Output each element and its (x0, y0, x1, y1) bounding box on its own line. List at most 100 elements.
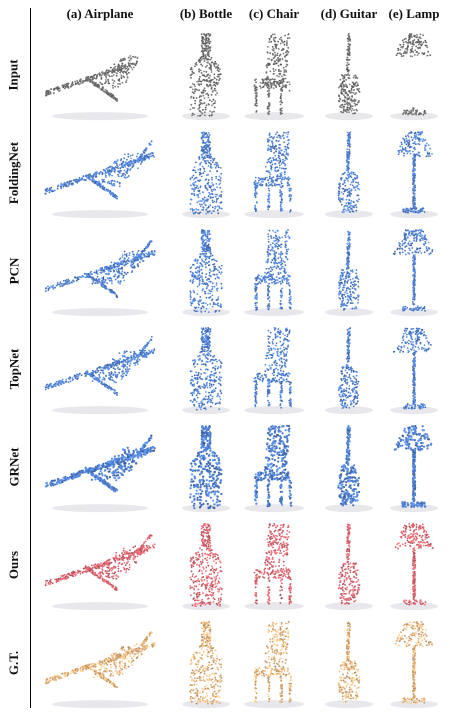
point (207, 165, 210, 167)
point (273, 84, 276, 86)
point (274, 237, 277, 240)
point (197, 108, 200, 110)
point (347, 253, 350, 256)
point (350, 281, 353, 284)
point (189, 203, 192, 205)
point (280, 198, 283, 201)
point (347, 264, 349, 267)
point (341, 198, 344, 201)
point (279, 111, 282, 114)
point (280, 306, 282, 308)
point (134, 159, 137, 162)
point (280, 36, 282, 39)
point (149, 153, 152, 156)
point (64, 87, 66, 90)
point (270, 82, 272, 85)
point (199, 75, 201, 78)
point (118, 182, 121, 185)
point (117, 265, 120, 268)
point (121, 256, 124, 258)
point (220, 305, 223, 308)
point (412, 164, 415, 167)
point (67, 183, 70, 185)
point (193, 192, 196, 195)
point (354, 173, 356, 176)
point (206, 92, 209, 95)
point (411, 139, 414, 141)
point (287, 248, 290, 251)
point (403, 109, 406, 112)
point (115, 265, 117, 268)
point (417, 43, 420, 46)
point (412, 172, 414, 175)
point (348, 275, 351, 278)
point (408, 240, 411, 243)
point (279, 73, 281, 76)
point (85, 77, 87, 79)
point (89, 276, 92, 279)
point (102, 185, 104, 188)
point (88, 274, 91, 277)
point (123, 157, 125, 160)
point (283, 40, 286, 43)
point (281, 265, 284, 268)
point (209, 159, 212, 162)
point (203, 168, 206, 170)
point (403, 38, 406, 41)
point (348, 90, 350, 92)
point (109, 270, 112, 273)
point (205, 66, 207, 68)
point (288, 293, 291, 296)
point (130, 259, 133, 262)
point (349, 302, 352, 305)
point (286, 81, 289, 84)
point (275, 267, 278, 269)
point (286, 250, 288, 253)
point (93, 271, 96, 274)
point (202, 49, 205, 52)
point (151, 252, 154, 255)
point (124, 161, 127, 164)
point (201, 37, 204, 40)
point (215, 161, 217, 164)
point (198, 104, 201, 107)
point (271, 277, 274, 279)
point (414, 49, 417, 52)
point (353, 89, 355, 91)
point (215, 63, 218, 65)
point (278, 136, 281, 139)
point (112, 167, 114, 169)
point (202, 232, 205, 235)
point (429, 54, 432, 57)
point (211, 305, 214, 308)
point (200, 263, 203, 266)
point (269, 243, 272, 246)
point (343, 85, 346, 88)
point (134, 256, 137, 258)
point (203, 59, 206, 62)
point (194, 99, 197, 102)
point (148, 155, 151, 158)
point (342, 278, 345, 281)
point (207, 85, 210, 88)
point (68, 282, 70, 285)
point (355, 272, 358, 275)
point (339, 292, 342, 295)
point (352, 76, 355, 79)
point (203, 290, 206, 293)
point (112, 74, 115, 76)
point (267, 87, 270, 90)
point (128, 254, 131, 257)
point (107, 273, 109, 275)
point (108, 174, 111, 177)
point (110, 193, 112, 196)
point (269, 157, 272, 159)
point (125, 253, 128, 255)
point (276, 54, 279, 57)
point (254, 283, 256, 285)
cell-0-0 (45, 55, 148, 121)
point (285, 248, 288, 251)
point (219, 177, 222, 179)
point (354, 189, 357, 192)
point (354, 99, 357, 101)
